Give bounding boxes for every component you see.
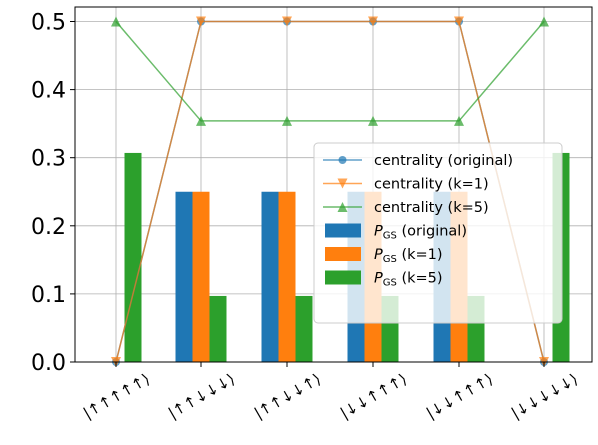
legend-bar-handle: [325, 223, 361, 238]
legend-box: [313, 142, 563, 324]
y-tick-label: 0.4: [31, 79, 66, 104]
bar: [278, 191, 296, 362]
x-tick-label: |↑↑↑↑↑⟩: [80, 370, 153, 422]
plot-frame: [74, 6, 593, 363]
x-tick-label: |↑↑↓↓↑⟩: [251, 370, 324, 422]
legend-label: PGS (original): [374, 224, 467, 242]
point: [282, 115, 292, 126]
bar: [295, 295, 313, 362]
bar: [175, 191, 193, 362]
series-line: [115, 21, 545, 122]
y-tick-label: 0.1: [31, 283, 66, 308]
point: [454, 115, 464, 126]
legend-bar-handle: [325, 270, 361, 285]
series-line: [115, 20, 545, 363]
y-tick-label: 0.5: [31, 11, 66, 36]
legend: centrality (original) centrality (k=1) cen…: [313, 142, 563, 324]
point: [539, 16, 549, 27]
bar: [192, 191, 210, 362]
x-tick-label: |↓↓↑↑↑⟩: [423, 370, 496, 422]
point: [111, 16, 121, 27]
legend-label: PGS (k=1): [374, 247, 443, 265]
legend-label: PGS (k=5): [374, 271, 443, 289]
y-tick-label: 0.0: [31, 351, 66, 376]
bar: [124, 152, 142, 362]
x-tick-label: |↓↓↑↑↑⟩: [337, 370, 410, 422]
point: [282, 16, 292, 27]
y-tick-label: 0.2: [31, 215, 66, 240]
bar: [261, 191, 279, 362]
lines: [111, 16, 549, 367]
legend-bar-handle: [325, 247, 361, 261]
point: [338, 156, 347, 164]
legend-label: centrality (k=5): [374, 200, 489, 216]
point: [368, 16, 378, 27]
point: [337, 178, 348, 189]
legend-label: centrality (k=1): [374, 177, 489, 193]
y-axis: 0.0 0.1 0.2 0.3 0.4 0.5: [31, 11, 75, 376]
point: [368, 115, 378, 126]
y-tick-label: 0.3: [31, 147, 66, 172]
x-axis: |↑↑↑↑↑⟩ |↑↑↓↓↓⟩ |↑↑↓↓↑⟩ |↓↓↑↑↑⟩ |↓↓↑↑↑⟩ |↓↓↓↓…: [80, 362, 581, 422]
legend-label: centrality (original): [374, 153, 513, 169]
point: [337, 202, 348, 212]
point: [196, 115, 206, 126]
x-tick-label: |↓↓↓↓↓⟩: [508, 370, 581, 422]
point: [196, 16, 206, 27]
bar: [209, 295, 227, 362]
point: [454, 16, 464, 27]
x-tick-label: |↑↑↓↓↓⟩: [165, 370, 238, 422]
